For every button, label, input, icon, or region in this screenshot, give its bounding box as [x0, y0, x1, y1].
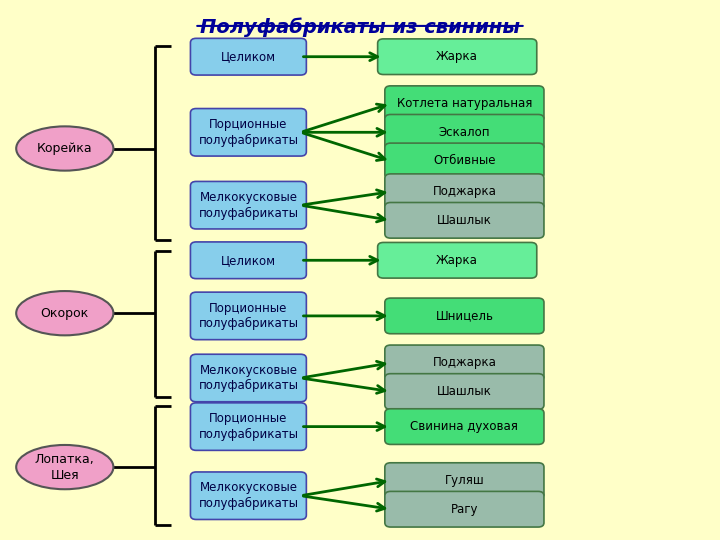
- FancyBboxPatch shape: [190, 38, 306, 75]
- FancyBboxPatch shape: [190, 403, 306, 450]
- FancyBboxPatch shape: [377, 242, 537, 278]
- Text: Гуляш: Гуляш: [444, 474, 485, 487]
- FancyBboxPatch shape: [384, 345, 544, 381]
- FancyBboxPatch shape: [384, 463, 544, 498]
- Text: Целиком: Целиком: [221, 50, 276, 63]
- Ellipse shape: [16, 126, 114, 171]
- Text: Поджарка: Поджарка: [433, 356, 496, 369]
- FancyBboxPatch shape: [384, 202, 544, 238]
- Text: Свинина духовая: Свинина духовая: [410, 420, 518, 433]
- Text: Жарка: Жарка: [436, 254, 478, 267]
- Text: Лопатка,
Шея: Лопатка, Шея: [35, 453, 94, 482]
- Ellipse shape: [16, 291, 114, 335]
- Text: Мелкокусковые
полуфабрикаты: Мелкокусковые полуфабрикаты: [199, 482, 298, 510]
- FancyBboxPatch shape: [384, 298, 544, 334]
- Text: Мелкокусковые
полуфабрикаты: Мелкокусковые полуфабрикаты: [199, 191, 298, 219]
- FancyBboxPatch shape: [190, 242, 306, 279]
- FancyBboxPatch shape: [384, 86, 544, 122]
- Text: Поджарка: Поджарка: [433, 185, 496, 198]
- Ellipse shape: [16, 445, 114, 489]
- FancyBboxPatch shape: [384, 143, 544, 179]
- Text: Целиком: Целиком: [221, 254, 276, 267]
- Text: Полуфабрикаты из свинины: Полуфабрикаты из свинины: [200, 17, 520, 37]
- Text: Жарка: Жарка: [436, 50, 478, 63]
- FancyBboxPatch shape: [384, 374, 544, 409]
- Text: Шашлык: Шашлык: [437, 385, 492, 398]
- FancyBboxPatch shape: [384, 491, 544, 527]
- Text: Котлета натуральная: Котлета натуральная: [397, 97, 532, 110]
- FancyBboxPatch shape: [384, 409, 544, 444]
- Text: Шашлык: Шашлык: [437, 214, 492, 227]
- Text: Мелкокусковые
полуфабрикаты: Мелкокусковые полуфабрикаты: [199, 364, 298, 392]
- Text: Корейка: Корейка: [37, 142, 93, 155]
- Text: Отбивные: Отбивные: [433, 154, 495, 167]
- Text: Шницель: Шницель: [436, 309, 493, 322]
- FancyBboxPatch shape: [384, 114, 544, 150]
- FancyBboxPatch shape: [384, 174, 544, 210]
- Text: Порционные
полуфабрикаты: Порционные полуфабрикаты: [199, 118, 298, 146]
- FancyBboxPatch shape: [190, 354, 306, 402]
- Text: Эскалоп: Эскалоп: [438, 126, 490, 139]
- Text: Рагу: Рагу: [451, 503, 478, 516]
- Text: Окорок: Окорок: [40, 307, 89, 320]
- Text: Порционные
полуфабрикаты: Порционные полуфабрикаты: [199, 302, 298, 330]
- Text: Порционные
полуфабрикаты: Порционные полуфабрикаты: [199, 413, 298, 441]
- FancyBboxPatch shape: [190, 472, 306, 519]
- FancyBboxPatch shape: [190, 109, 306, 156]
- FancyBboxPatch shape: [190, 181, 306, 229]
- FancyBboxPatch shape: [377, 39, 537, 75]
- FancyBboxPatch shape: [190, 292, 306, 340]
